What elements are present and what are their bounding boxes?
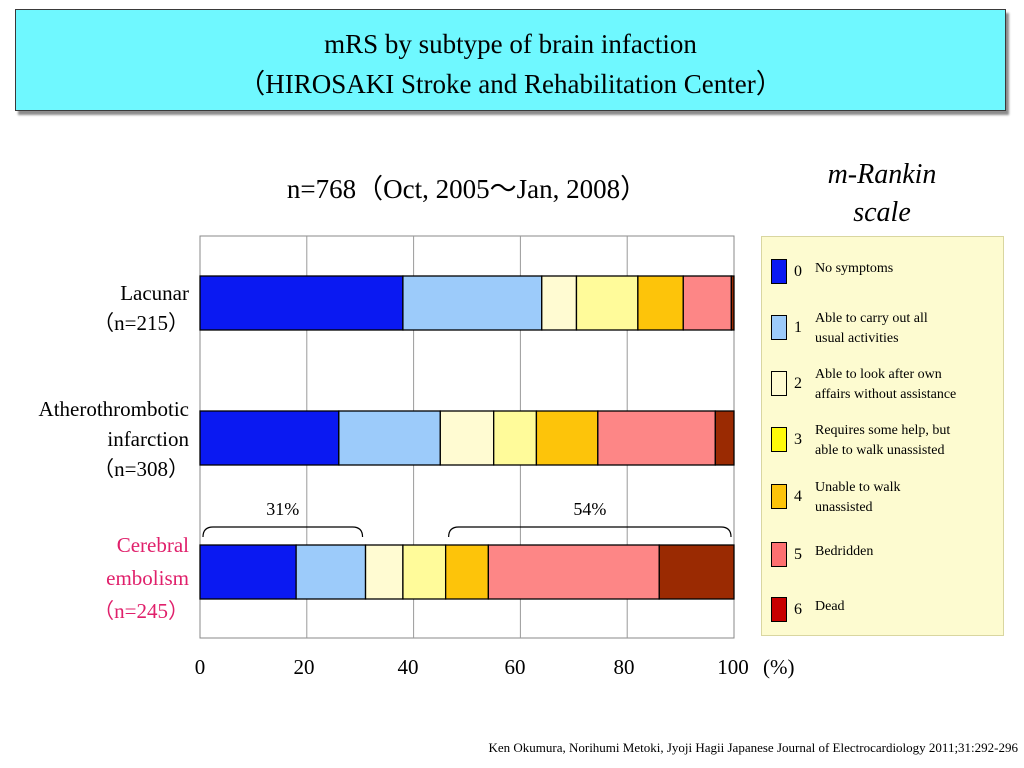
legend-swatch: [771, 597, 787, 622]
bar-segment-0-1: [402, 275, 543, 331]
bar-segment-0-3: [575, 275, 639, 331]
legend-number: 4: [794, 488, 802, 505]
legend-number: 6: [794, 601, 802, 618]
bar-segment-0-2: [541, 275, 578, 331]
title-line-2: （HIROSAKI Stroke and Rehabilitation Cent…: [238, 69, 783, 99]
x-tick-label: 0: [194, 655, 206, 679]
category-label-2: Cerebral embolism （n=245）: [93, 529, 189, 628]
legend-text-line: affairs without assistance: [815, 387, 957, 402]
category-label-line: Lacunar: [120, 281, 189, 305]
legend-swatch: [771, 484, 787, 509]
legend-text: Dead: [815, 597, 1001, 617]
legend-text: Bedridden: [815, 542, 1001, 562]
legend-text: Unable to walk unassisted: [815, 478, 1001, 518]
bar-segment-0-5: [682, 275, 732, 331]
legend-number: 3: [794, 431, 802, 448]
legend-number: 0: [794, 263, 802, 280]
legend-text: Able to look after own affairs without as…: [815, 365, 1001, 405]
legend-swatch: [771, 371, 787, 396]
legend-text-line: usual activities: [815, 331, 899, 346]
legend-swatch: [771, 542, 787, 567]
brace-0: [202, 526, 364, 538]
legend-number: 5: [794, 546, 802, 563]
category-label-0: Lacunar （n=215）: [93, 278, 189, 338]
legend-text-line: Unable to walk: [815, 480, 901, 495]
bar-segment-2-3: [402, 544, 447, 600]
legend-text-line: No symptoms: [815, 261, 894, 276]
category-label-line: （n=245）: [93, 599, 189, 623]
x-tick-label: 100: [717, 655, 749, 679]
legend-text-line: Able to carry out all: [815, 311, 928, 326]
legend-title-line-1: m-Rankin: [827, 159, 937, 190]
legend-text-line: Requires some help, but: [815, 423, 951, 438]
bar-segment-1-2: [439, 410, 495, 466]
legend-swatch: [771, 259, 787, 284]
brace-label-0: 31%: [266, 499, 300, 519]
legend-text: Requires some help, but able to walk unas…: [815, 421, 1001, 461]
category-label-line: Cerebral: [116, 533, 189, 557]
legend-number: 1: [794, 319, 802, 336]
category-label-1: Atherothrombotic infarction （n=308）: [39, 394, 189, 484]
bar-segment-0-4: [637, 275, 684, 331]
legend-text-line: Able to look after own: [815, 367, 942, 382]
legend-number: 2: [794, 375, 802, 392]
x-tick-label: 60: [504, 655, 526, 679]
bar-segment-2-2: [364, 544, 404, 600]
legend-text-line: Dead: [815, 599, 845, 614]
x-tick-label: 40: [397, 655, 419, 679]
chart-title: n=768（Oct, 2005～Jan, 2008）: [286, 174, 648, 204]
bar-segment-1-4: [535, 410, 599, 466]
bar-segment-2-1: [295, 544, 367, 600]
bar-segment-1-5: [597, 410, 716, 466]
bar-segment-1-1: [338, 410, 441, 466]
bar-segment-1-3: [493, 410, 538, 466]
bar-segment-2-0: [199, 544, 297, 600]
legend-text: Able to carry out all usual activities: [815, 309, 1001, 349]
legend-panel: 0 No symptoms 1 Able to carry out all usual …: [761, 236, 1004, 636]
title-line-1: mRS by subtype of brain infaction: [324, 29, 697, 59]
legend-title: m-Rankin scale: [760, 156, 1004, 232]
legend-title-line-2: scale: [853, 197, 911, 228]
category-label-line: （n=308）: [93, 457, 189, 481]
legend-swatch: [771, 427, 787, 452]
bar-segment-2-5: [487, 544, 660, 600]
bar-segment-1-6: [714, 410, 735, 466]
category-label-line: （n=215）: [93, 311, 189, 335]
bar-segment-0-6: [730, 275, 735, 331]
legend-text-line: unassisted: [815, 500, 873, 515]
category-label-line: embolism: [106, 566, 189, 590]
bar-segment-0-0: [199, 275, 404, 331]
legend-text-line: Bedridden: [815, 544, 874, 559]
brace-1: [448, 526, 732, 538]
category-label-line: infarction: [107, 427, 189, 451]
legend-text: No symptoms: [815, 259, 1001, 279]
x-tick-label: 20: [293, 655, 315, 679]
category-label-line: Atherothrombotic: [38, 397, 189, 421]
citation: Ken Okumura, Norihumi Metoki, Jyoji Hagi…: [488, 740, 1018, 755]
legend-swatch: [771, 315, 787, 340]
title-banner: mRS by subtype of brain infaction （HIROS…: [15, 9, 1006, 111]
x-tick-label: 80: [613, 655, 635, 679]
bar-segment-2-4: [444, 544, 490, 600]
brace-label-1: 54%: [573, 499, 607, 519]
x-axis-unit: (%): [763, 655, 795, 679]
bar-segment-1-0: [199, 410, 340, 466]
bar-segment-2-6: [658, 544, 735, 600]
legend-text-line: able to walk unassisted: [815, 443, 945, 458]
